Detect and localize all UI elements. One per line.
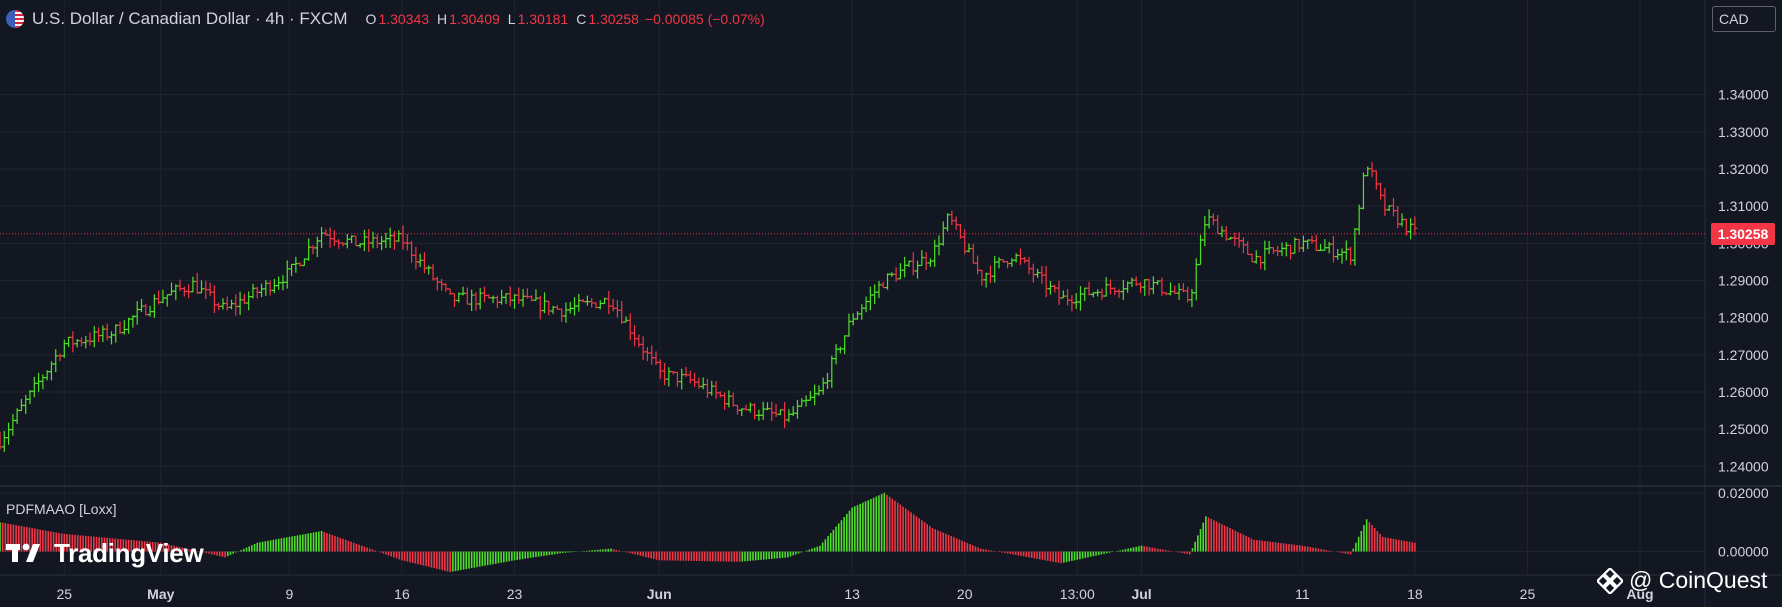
time-tick-label: 11 (1295, 586, 1310, 602)
high-value: 1.30409 (449, 11, 500, 27)
close-label: C (576, 11, 587, 27)
time-tick-label: 13:00 (1060, 586, 1095, 602)
coinquest-watermark: @ CoinQuest (1597, 567, 1767, 594)
price-series (0, 161, 1418, 452)
open-value: 1.30343 (378, 11, 430, 27)
time-tick-label: 9 (286, 586, 294, 602)
time-tick-label: 13 (844, 586, 860, 602)
high-label: H (437, 11, 448, 27)
time-tick-label: Jul (1131, 586, 1151, 602)
price-tick-label: 1.29000 (1718, 273, 1769, 289)
price-tick-label: 1.34000 (1718, 87, 1769, 103)
time-tick-label: 18 (1407, 586, 1423, 602)
price-tick-label: 1.27000 (1718, 347, 1769, 363)
price-tick-label: 1.33000 (1718, 124, 1769, 140)
tradingview-wordmark: TradingView (54, 537, 204, 568)
price-tick-label: 1.31000 (1718, 198, 1769, 214)
oscillator-tick-label: 0.00000 (1718, 544, 1769, 560)
diamond-logo-icon (1597, 567, 1623, 594)
chart-header: U.S. Dollar / Canadian Dollar · 4h · FXC… (6, 8, 769, 30)
price-tick-label: 1.26000 (1718, 384, 1769, 400)
price-tick-label: 1.32000 (1718, 161, 1769, 177)
oscillator-axis[interactable]: 0.02000 0.00000 (1718, 485, 1769, 560)
change-value: −0.00085 (−0.07%) (644, 11, 765, 27)
tradingview-logo[interactable]: TradingView (6, 537, 204, 568)
time-tick-label: 16 (394, 586, 410, 602)
currency-button[interactable]: CAD (1712, 6, 1776, 32)
ohlc-bar (1412, 216, 1418, 236)
time-tick-label: 25 (1520, 586, 1536, 602)
price-tick-label: 1.28000 (1718, 310, 1769, 326)
watermark-text: @ CoinQuest (1629, 567, 1768, 593)
time-tick-label: 25 (57, 586, 73, 602)
time-tick-label: Jun (647, 586, 672, 602)
time-axis[interactable]: 25 May 9 16 23 Jun 13 20 13:00 Jul 11 18 25 Aug (57, 586, 1654, 602)
time-tick-label: May (147, 586, 174, 602)
symbol-title[interactable]: U.S. Dollar / Canadian Dollar · 4h · FXC… (32, 9, 348, 28)
tradingview-icon (6, 543, 40, 562)
low-label: L (507, 11, 516, 27)
time-tick-label: 23 (507, 586, 523, 602)
price-tick-label: 1.24000 (1718, 458, 1769, 474)
low-value: 1.30181 (517, 11, 569, 27)
usdcad-flag-icon (6, 10, 24, 28)
open-label: O (365, 11, 377, 27)
price-tick-label: 1.25000 (1718, 421, 1769, 437)
oscillator-tick-label: 0.02000 (1718, 485, 1769, 501)
oscillator-series (0, 492, 1416, 573)
time-tick-label: Aug (1626, 586, 1653, 602)
indicator-title[interactable]: PDFMAAO [Loxx] (6, 501, 117, 517)
time-tick-label: 20 (957, 586, 973, 602)
close-value: 1.30258 (588, 11, 639, 27)
last-price-label: 1.30258 (1711, 222, 1775, 245)
